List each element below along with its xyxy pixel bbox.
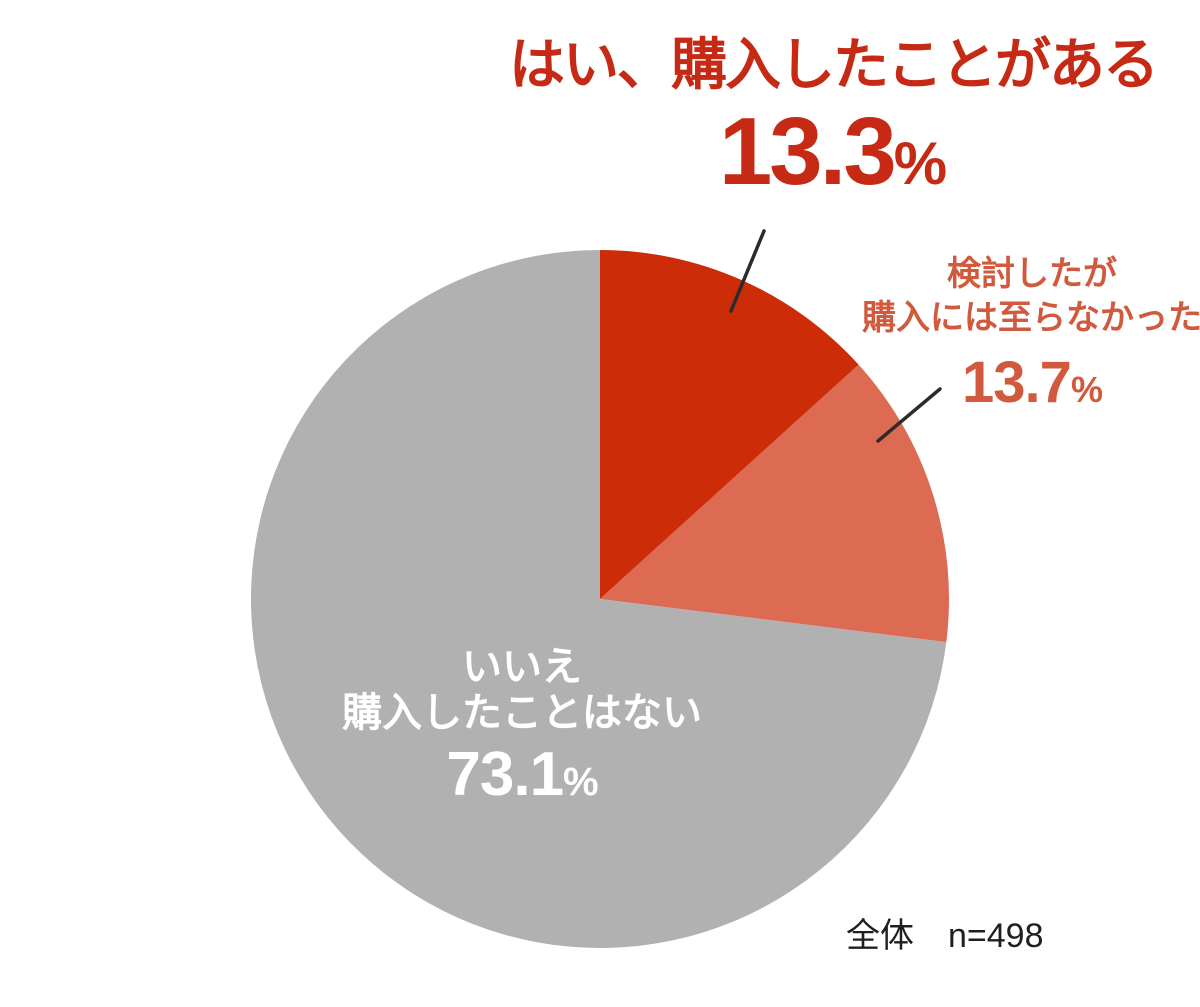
slice-yes-value-number: 13.3 [718,97,897,205]
slice-considered-label-line1: 検討したが [947,255,1117,293]
slice-no-value-unit: % [563,760,599,804]
label-block-yes: はい、購入したことがある 13.3% [413,34,1200,200]
slice-no-label-line2: 購入したことはない [342,691,702,735]
slice-no-value-number: 73.1 [446,740,564,809]
pie-slice-no [250,250,947,948]
slice-yes-value: 13.3% [413,103,1200,200]
label-block-no: いいえ 購入したことはない 73.1% [272,644,772,806]
slice-considered-value-unit: % [1070,369,1103,410]
slice-considered-value: 13.7% [852,354,1200,412]
slice-no-label-line1: いいえ [462,645,582,689]
sample-size-note: 全体 n=498 [846,917,1044,955]
slice-considered-label-line2: 購入には至らなかった [862,299,1200,337]
leader-line-yes [729,229,766,313]
slice-yes-label: はい、購入したことがある [509,33,1159,96]
slice-considered-value-number: 13.7 [962,350,1072,415]
pie-slices-group [250,250,949,948]
slice-no-value: 73.1% [272,744,772,806]
label-block-considered: 検討したが 購入には至らなかった 13.7% [852,252,1200,412]
slice-yes-value-unit: % [893,129,948,197]
pie-slice-considered [600,364,949,643]
pie-slice-yes [600,250,859,599]
leader-line-considered [876,387,942,443]
